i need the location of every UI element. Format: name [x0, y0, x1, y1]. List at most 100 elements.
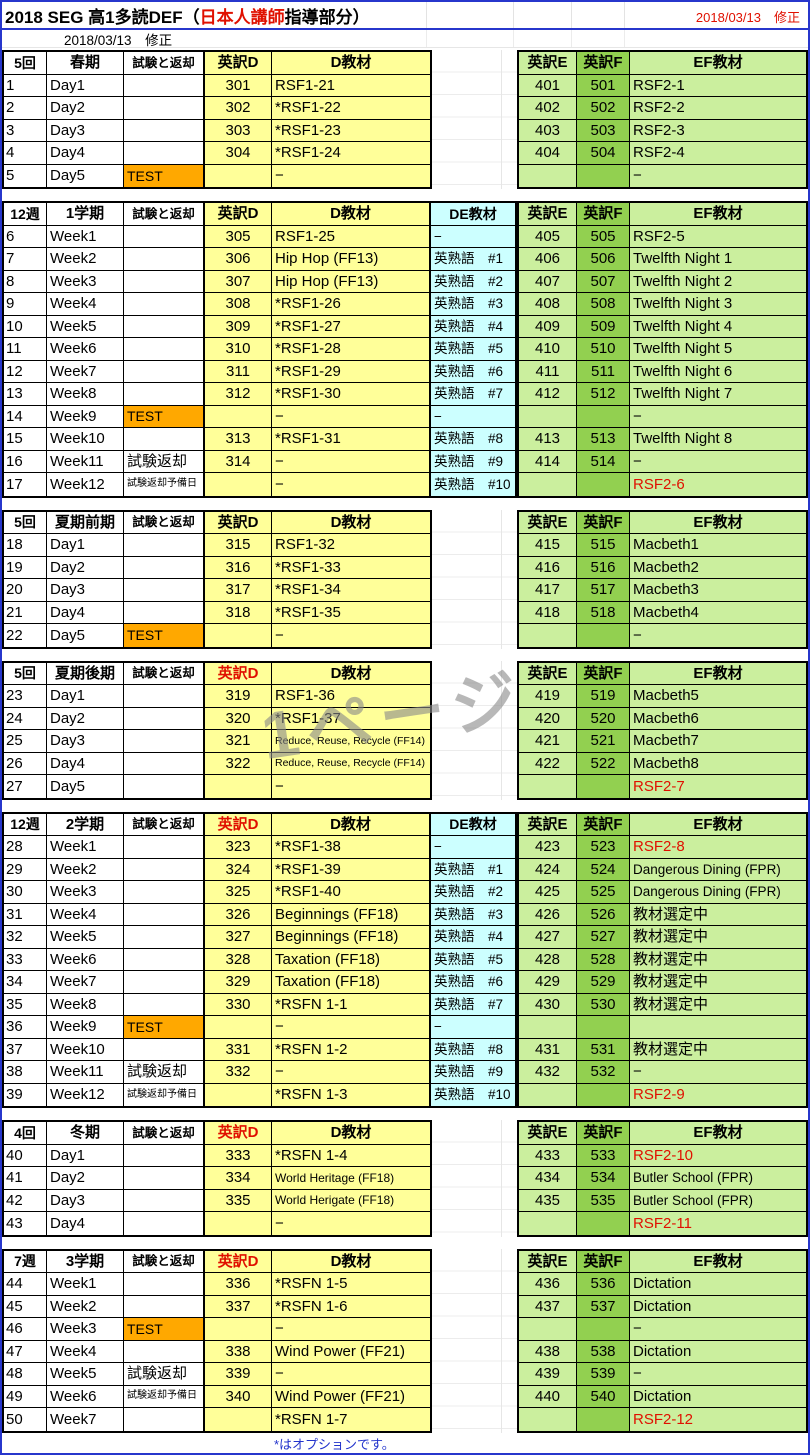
ef-material-cell[interactable]: 教材選定中: [630, 1038, 806, 1061]
exam-cell[interactable]: [124, 338, 204, 361]
exam-cell[interactable]: [124, 903, 204, 926]
header-ef-material[interactable]: EF教材: [630, 203, 806, 226]
ef-material-cell[interactable]: −: [630, 1318, 806, 1341]
d-code-cell[interactable]: 325: [204, 881, 272, 904]
d-code-cell[interactable]: 318: [204, 601, 272, 624]
day-cell[interactable]: Day2: [47, 97, 124, 120]
exam-cell[interactable]: [124, 836, 204, 859]
header-count[interactable]: 5回: [4, 511, 47, 534]
f-code-cell[interactable]: 518: [577, 601, 630, 624]
row-number-cell[interactable]: 10: [4, 315, 47, 338]
d-code-cell[interactable]: 312: [204, 383, 272, 406]
d-material-cell[interactable]: Beginnings (FF18): [272, 926, 430, 949]
day-cell[interactable]: Week6: [47, 338, 124, 361]
ef-material-cell[interactable]: −: [630, 450, 806, 473]
d-material-cell[interactable]: *RSF1-27: [272, 315, 430, 338]
row-number-cell[interactable]: 15: [4, 428, 47, 451]
exam-cell[interactable]: [124, 1167, 204, 1190]
header-f-code[interactable]: 英訳F: [577, 203, 630, 226]
header-f-code[interactable]: 英訳F: [577, 52, 630, 75]
row-number-cell[interactable]: 23: [4, 685, 47, 708]
day-cell[interactable]: Day4: [47, 601, 124, 624]
de-material-cell[interactable]: −: [430, 836, 515, 859]
ef-material-cell[interactable]: RSF2-7: [630, 775, 806, 798]
d-material-cell[interactable]: *RSFN 1-6: [272, 1295, 430, 1318]
header-exam[interactable]: 試験と返却: [124, 1250, 204, 1273]
header-count[interactable]: 7週: [4, 1250, 47, 1273]
ef-material-cell[interactable]: Macbeth4: [630, 601, 806, 624]
e-code-cell[interactable]: [519, 1318, 577, 1341]
de-material-cell[interactable]: 英熟語 #2: [430, 881, 515, 904]
day-cell[interactable]: Day2: [47, 707, 124, 730]
e-code-cell[interactable]: 419: [519, 685, 577, 708]
day-cell[interactable]: Day1: [47, 74, 124, 97]
ef-material-cell[interactable]: Dictation: [630, 1385, 806, 1408]
exam-cell[interactable]: [124, 948, 204, 971]
row-number-cell[interactable]: 28: [4, 836, 47, 859]
f-code-cell[interactable]: 526: [577, 903, 630, 926]
f-code-cell[interactable]: 519: [577, 685, 630, 708]
ef-material-cell[interactable]: Dictation: [630, 1273, 806, 1296]
day-cell[interactable]: Week12: [47, 1083, 124, 1106]
f-code-cell[interactable]: 510: [577, 338, 630, 361]
de-material-cell[interactable]: 英熟語 #7: [430, 383, 515, 406]
header-exam[interactable]: 試験と返却: [124, 511, 204, 534]
exam-cell[interactable]: [124, 270, 204, 293]
f-code-cell[interactable]: 521: [577, 730, 630, 753]
de-material-cell[interactable]: −: [430, 225, 515, 248]
d-code-cell[interactable]: 326: [204, 903, 272, 926]
f-code-cell[interactable]: [577, 473, 630, 496]
d-code-cell[interactable]: 327: [204, 926, 272, 949]
de-material-cell[interactable]: 英熟語 #4: [430, 926, 515, 949]
day-cell[interactable]: Day2: [47, 556, 124, 579]
exam-cell[interactable]: [124, 685, 204, 708]
f-code-cell[interactable]: 507: [577, 270, 630, 293]
e-code-cell[interactable]: 415: [519, 534, 577, 557]
day-cell[interactable]: Week10: [47, 1038, 124, 1061]
d-material-cell[interactable]: RSF1-25: [272, 225, 430, 248]
day-cell[interactable]: Week7: [47, 360, 124, 383]
day-cell[interactable]: Week9: [47, 1016, 124, 1039]
ef-material-cell[interactable]: Macbeth5: [630, 685, 806, 708]
row-number-cell[interactable]: 9: [4, 293, 47, 316]
row-number-cell[interactable]: 13: [4, 383, 47, 406]
d-code-cell[interactable]: 332: [204, 1061, 272, 1084]
day-cell[interactable]: Week3: [47, 1318, 124, 1341]
day-cell[interactable]: Week2: [47, 248, 124, 271]
de-material-cell[interactable]: 英熟語 #5: [430, 948, 515, 971]
e-code-cell[interactable]: 414: [519, 450, 577, 473]
day-cell[interactable]: Week2: [47, 858, 124, 881]
ef-material-cell[interactable]: Twelfth Night 7: [630, 383, 806, 406]
ef-material-cell[interactable]: 教材選定中: [630, 948, 806, 971]
e-code-cell[interactable]: 402: [519, 97, 577, 120]
f-code-cell[interactable]: [577, 1212, 630, 1235]
header-term[interactable]: 冬期: [47, 1122, 124, 1145]
de-material-cell[interactable]: 英熟語 #7: [430, 993, 515, 1016]
d-code-cell[interactable]: [204, 405, 272, 428]
f-code-cell[interactable]: [577, 164, 630, 187]
row-number-cell[interactable]: 24: [4, 707, 47, 730]
exam-cell[interactable]: [124, 360, 204, 383]
exam-cell[interactable]: TEST: [124, 164, 204, 187]
f-code-cell[interactable]: 531: [577, 1038, 630, 1061]
d-material-cell[interactable]: *RSF1-34: [272, 579, 430, 602]
d-material-cell[interactable]: *RSF1-22: [272, 97, 430, 120]
d-material-cell[interactable]: *RSFN 1-4: [272, 1144, 430, 1167]
exam-cell[interactable]: [124, 601, 204, 624]
de-material-cell[interactable]: 英熟語 #9: [430, 1061, 515, 1084]
e-code-cell[interactable]: 408: [519, 293, 577, 316]
d-material-cell[interactable]: *RSF1-26: [272, 293, 430, 316]
de-material-cell[interactable]: 英熟語 #9: [430, 450, 515, 473]
day-cell[interactable]: Week6: [47, 948, 124, 971]
ef-material-cell[interactable]: 教材選定中: [630, 971, 806, 994]
e-code-cell[interactable]: [519, 473, 577, 496]
d-material-cell[interactable]: Reduce, Reuse, Recycle (FF14): [272, 752, 430, 775]
d-material-cell[interactable]: −: [272, 164, 430, 187]
d-material-cell[interactable]: Taxation (FF18): [272, 948, 430, 971]
d-code-cell[interactable]: 336: [204, 1273, 272, 1296]
f-code-cell[interactable]: 532: [577, 1061, 630, 1084]
e-code-cell[interactable]: [519, 1083, 577, 1106]
header-term[interactable]: 夏期前期: [47, 511, 124, 534]
de-material-cell[interactable]: 英熟語 #10: [430, 473, 515, 496]
row-number-cell[interactable]: 31: [4, 903, 47, 926]
